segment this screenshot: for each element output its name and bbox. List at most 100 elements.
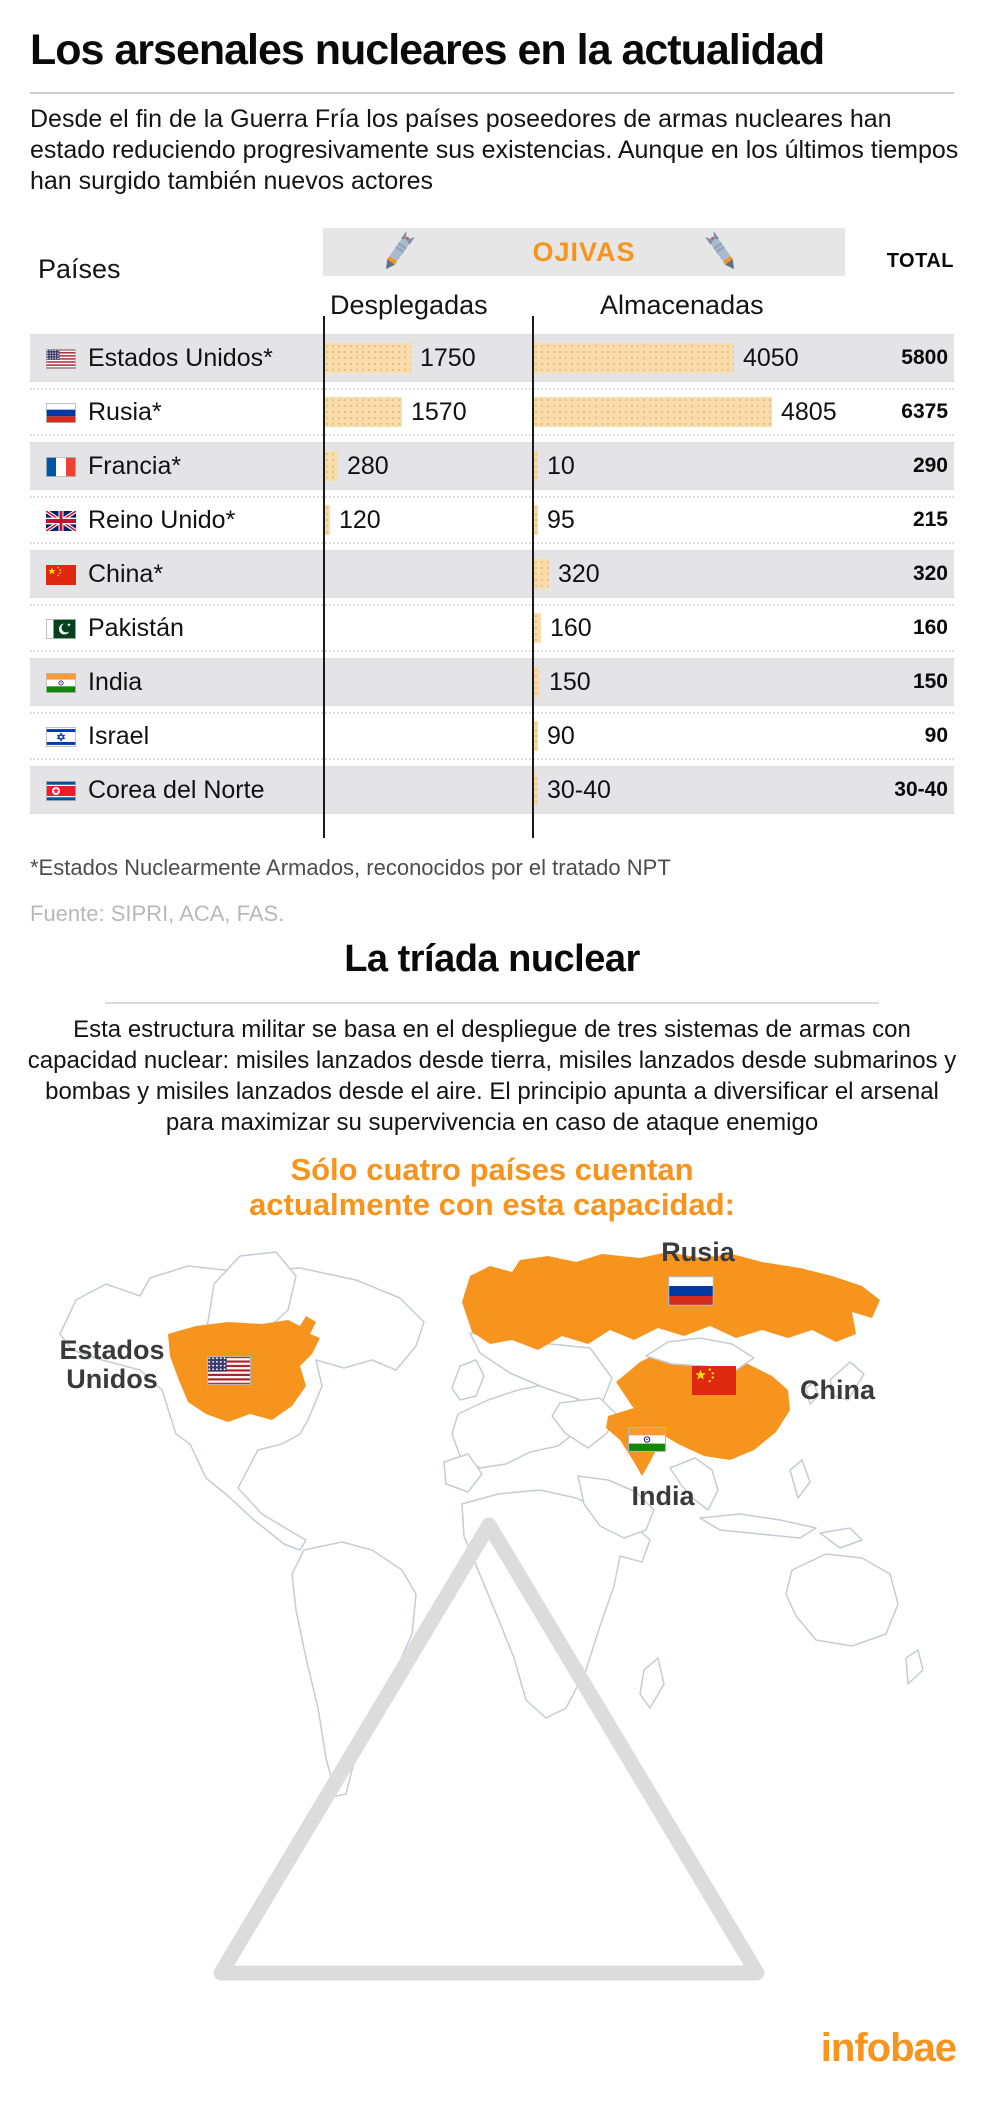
map-australia	[785, 1553, 899, 1647]
deployed-bar	[324, 451, 338, 481]
stored-value: 95	[547, 506, 575, 534]
map-philippines	[789, 1459, 811, 1499]
page-title: Los arsenales nucleares en la actualidad	[30, 26, 825, 74]
stored-bar	[533, 613, 541, 643]
stored-column-header: Almacenadas	[600, 290, 764, 320]
table-row: Pakistán 160 160	[30, 604, 954, 652]
country-flag-icon	[46, 781, 76, 801]
map-iran-pakistan	[551, 1397, 619, 1449]
stored-cell: 160	[533, 606, 853, 650]
country-name: Rusia*	[88, 398, 162, 426]
total-value: 320	[912, 562, 948, 585]
stored-value: 150	[549, 668, 591, 696]
stored-value: 4050	[743, 344, 799, 372]
russia-flag-icon	[668, 1276, 714, 1306]
country-flag-icon	[46, 565, 76, 585]
map-label-rusia: Rusia	[661, 1237, 735, 1267]
stored-bar	[533, 505, 538, 535]
warheads-header-band: OJIVAS	[323, 228, 845, 276]
map-mongolia	[645, 1337, 755, 1371]
total-value: 215	[912, 508, 948, 531]
country-name: India	[88, 668, 143, 696]
deployed-value: 1750	[420, 344, 476, 372]
deployed-bar	[324, 343, 411, 373]
warheads-header: OJIVAS	[532, 236, 636, 267]
deployed-column-header: Desplegadas	[330, 290, 488, 320]
bomb-icon	[371, 224, 424, 280]
deployed-cell	[324, 606, 533, 650]
triad-headline-line2: actualmente con esta capacidad:	[249, 1187, 735, 1222]
country-flag-icon	[46, 673, 76, 693]
footnote: *Estados Nuclearmente Armados, reconocid…	[30, 855, 671, 880]
stored-cell: 4050	[533, 336, 853, 380]
table-row: Estados Unidos* 1750 4050 5800	[30, 334, 954, 382]
countries-column-header: Países	[38, 254, 121, 284]
country-flag-icon	[46, 727, 76, 747]
source-line: Fuente: SIPRI, ACA, FAS.	[30, 901, 285, 926]
country-flag-icon	[46, 349, 76, 369]
map-iberia	[443, 1453, 483, 1493]
map-label-estados-unidos: Estados Unidos	[59, 1335, 165, 1394]
deployed-bar	[324, 397, 402, 427]
stored-value: 30-40	[547, 776, 611, 804]
map-borneo	[819, 1527, 863, 1549]
infobae-logo: infobae	[820, 2026, 957, 2070]
table-row: India 150 150	[30, 658, 954, 706]
stored-bar	[533, 559, 549, 589]
stored-value: 160	[550, 614, 592, 642]
stored-cell: 150	[533, 660, 853, 704]
map-indonesia	[699, 1513, 817, 1539]
deployed-cell: 1750	[324, 336, 533, 380]
deployed-axis-line	[323, 316, 325, 838]
table-row: Reino Unido* 120 95 215	[30, 496, 954, 544]
table-row: Rusia* 1570 4805 6375	[30, 388, 954, 436]
deployed-cell	[324, 552, 533, 596]
title-divider	[30, 92, 954, 94]
deployed-cell: 280	[324, 444, 533, 488]
stored-cell: 4805	[533, 390, 853, 434]
total-column-header: TOTAL	[886, 250, 954, 272]
triad-divider	[105, 1002, 879, 1004]
table-rows: Estados Unidos* 1750 4050 5800 Rusia* 15…	[30, 334, 954, 820]
map-new-zealand	[905, 1649, 924, 1685]
deployed-value: 280	[347, 452, 389, 480]
total-value: 160	[912, 616, 948, 639]
deployed-bar	[324, 505, 330, 535]
stored-cell: 10	[533, 444, 853, 488]
stored-bar	[533, 397, 772, 427]
country-flag-icon	[46, 619, 76, 639]
table-row: China* 320 320	[30, 550, 954, 598]
map-kaliningrad-highlight	[502, 1314, 509, 1319]
intro-paragraph: Desde el fin de la Guerra Fría los paíse…	[30, 105, 959, 195]
stored-cell: 95	[533, 498, 853, 542]
deployed-cell: 120	[324, 498, 533, 542]
stored-value: 320	[558, 560, 600, 588]
total-value: 90	[924, 724, 948, 747]
table-row: Corea del Norte 30-40 30-40	[30, 766, 954, 814]
table-row: Francia* 280 10 290	[30, 442, 954, 490]
deployed-value: 1570	[411, 398, 467, 426]
stored-value: 10	[547, 452, 575, 480]
country-name: Pakistán	[88, 614, 184, 642]
stored-cell: 90	[533, 714, 853, 758]
stored-bar	[533, 721, 538, 751]
stored-bar	[533, 451, 538, 481]
china-flag-icon	[692, 1366, 736, 1395]
country-name: Reino Unido*	[88, 506, 236, 534]
deployed-cell	[324, 660, 533, 704]
total-value: 30-40	[894, 778, 948, 801]
stored-cell: 320	[533, 552, 853, 596]
country-name: Francia*	[88, 452, 182, 480]
stored-bar	[533, 343, 734, 373]
us-flag-icon	[207, 1356, 251, 1385]
country-name: Israel	[88, 722, 150, 750]
total-value: 5800	[901, 346, 948, 369]
india-flag-icon	[628, 1427, 666, 1452]
deployed-cell	[324, 714, 533, 758]
map-madagascar	[639, 1657, 665, 1709]
country-name: Estados Unidos*	[88, 344, 273, 372]
country-name: Corea del Norte	[88, 776, 265, 804]
deployed-cell	[324, 768, 533, 812]
map-arabia	[577, 1475, 655, 1539]
